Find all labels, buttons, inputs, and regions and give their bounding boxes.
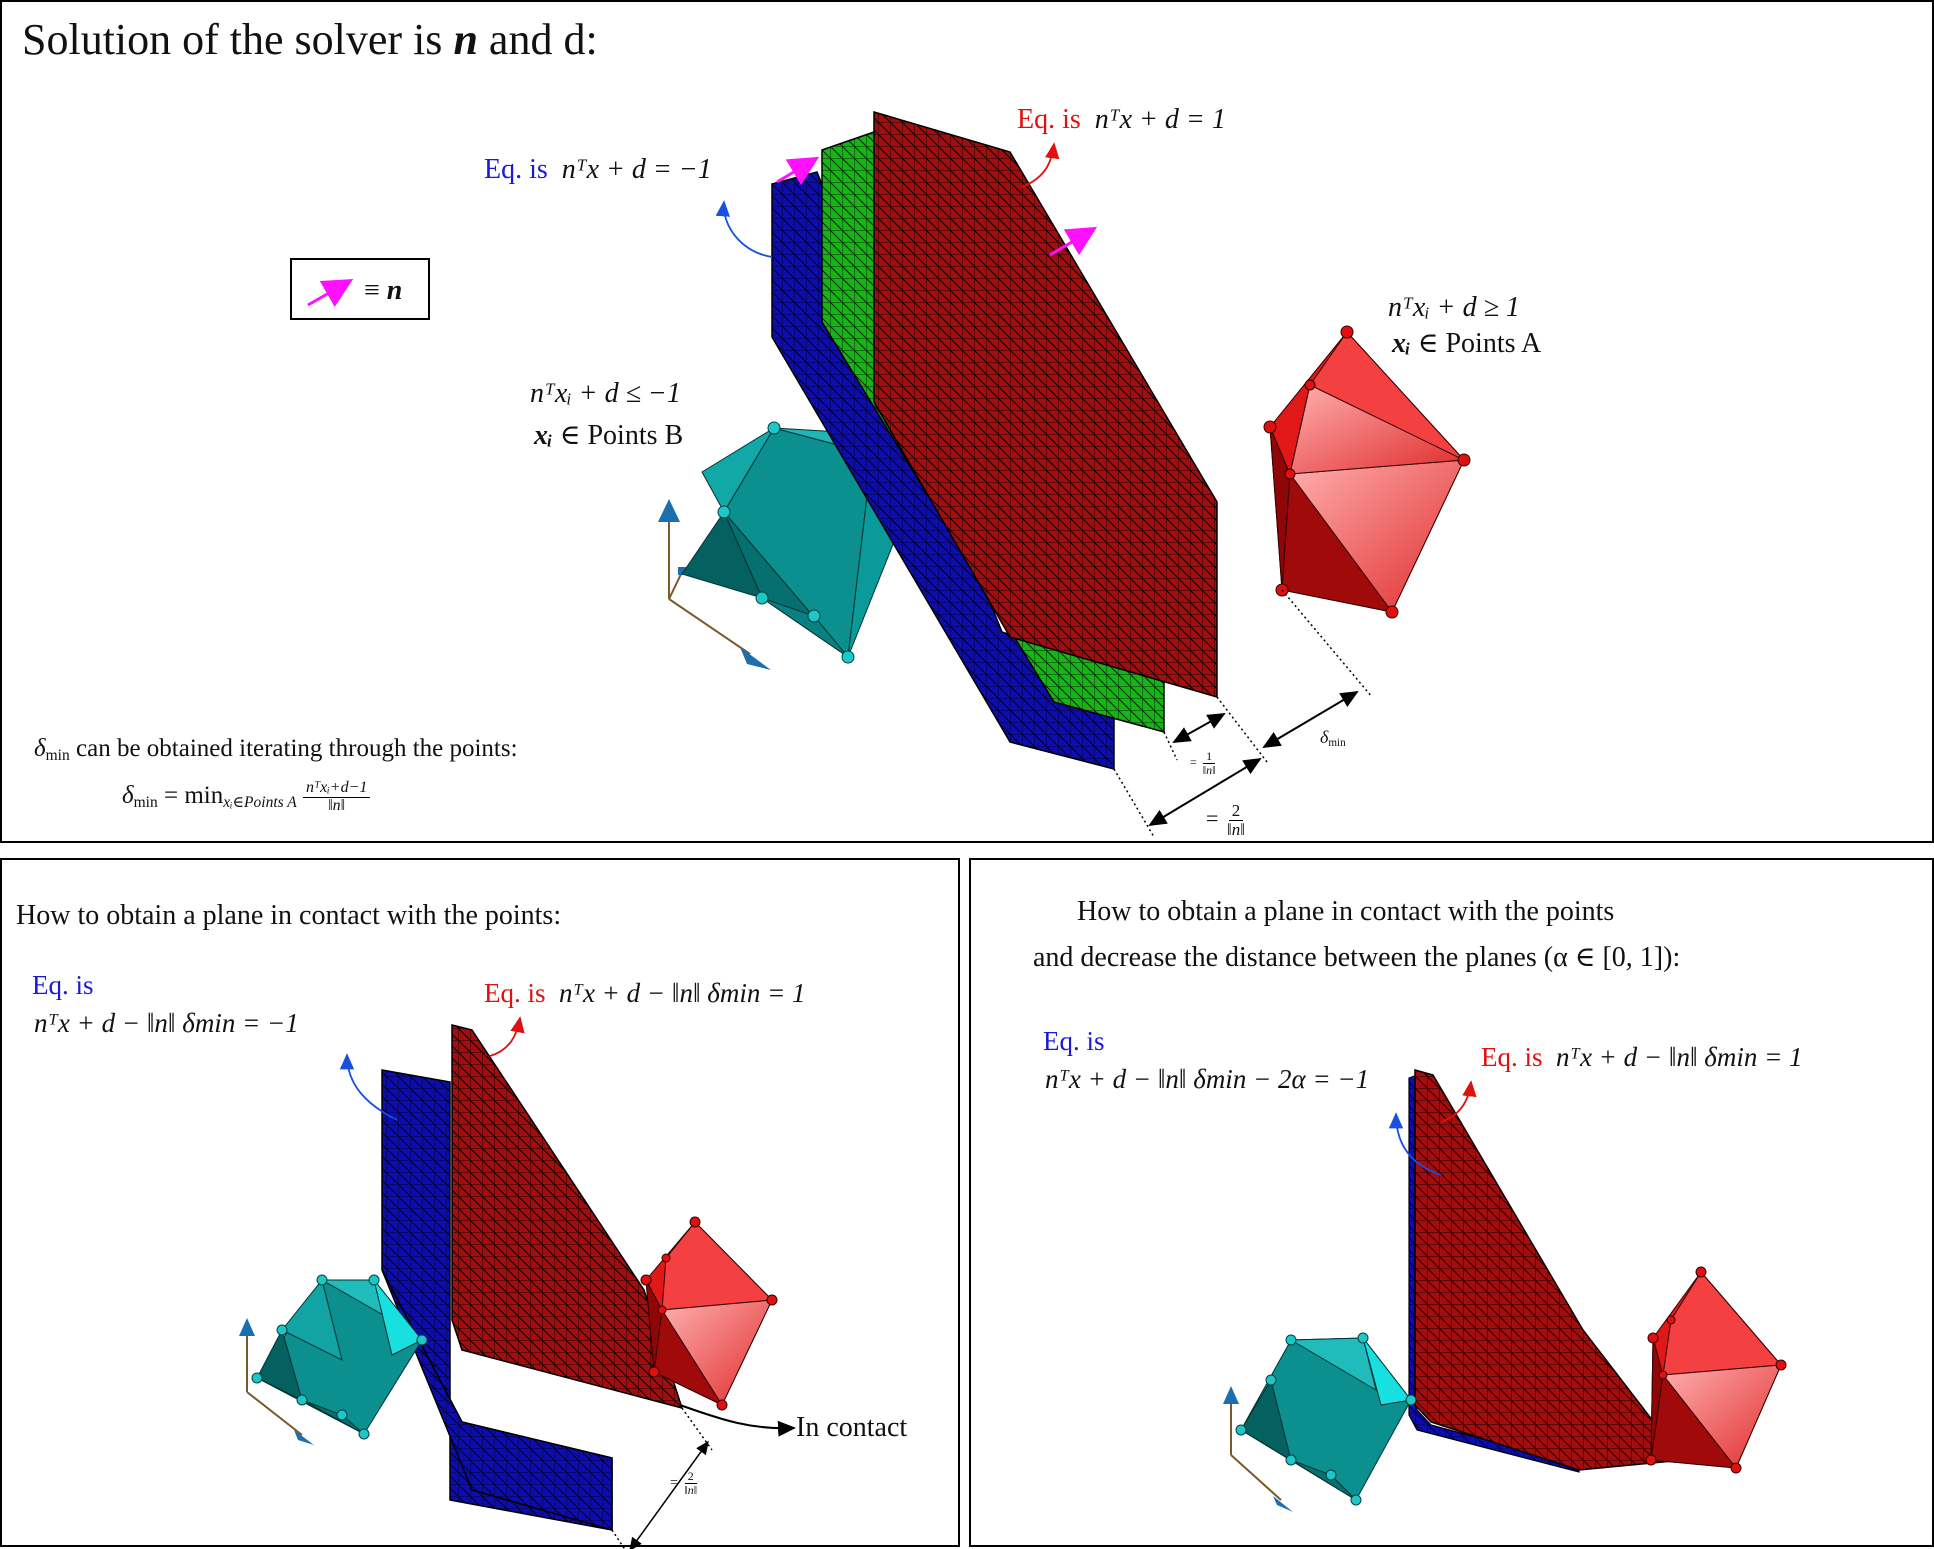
dim-small-den: ‖n‖	[1202, 762, 1216, 777]
top-red-eq: nᵀx + d = 1	[1094, 104, 1226, 135]
title-prefix: Solution of the solver is	[22, 15, 454, 64]
br-red-polyhedron	[1650, 1271, 1783, 1469]
formula-lhs: δ	[122, 782, 134, 810]
top-panel: Solution of the solver is n and d:	[0, 0, 1934, 843]
cond-a-line1: nᵀxᵢ + d ≥ 1	[1388, 292, 1520, 323]
legend-box: ≡ n	[290, 258, 430, 320]
dim-delta-line	[1262, 690, 1359, 749]
bl-red-eq: nᵀx + d − ‖n‖ δmin = 1	[559, 978, 806, 1008]
br-axes-icon	[1223, 1386, 1293, 1512]
cond-b-line2: xᵢ ∈ Points B	[534, 422, 683, 450]
dim-small-num: 1	[1203, 750, 1216, 764]
dim-small-line	[1172, 713, 1226, 743]
bottom-right-panel: How to obtain a plane in contact with th…	[969, 858, 1934, 1547]
top-red-eq-label: Eq. is	[1017, 104, 1081, 135]
normal-arrow-1	[776, 156, 820, 186]
br-blue-eq-label: Eq. is	[1043, 1026, 1105, 1056]
delta-sub: min	[45, 746, 70, 764]
br-blue-eq: nᵀx + d − ‖n‖ δmin − 2α = −1	[1045, 1064, 1370, 1094]
bl-red-plane	[451, 1024, 684, 1410]
top-blue-equation: Eq. is nᵀx + d = −1	[484, 156, 712, 184]
cond-a-line2: xᵢ ∈ Points A	[1392, 330, 1541, 358]
br-red-plane	[1414, 1069, 1685, 1471]
formula-den: ‖n‖	[328, 796, 346, 814]
formula-lhs-sub: min	[133, 793, 158, 811]
bl-red-equation: Eq. is nᵀx + d − ‖n‖ δmin = 1	[484, 980, 806, 1007]
legend-equiv: ≡	[364, 275, 380, 306]
red-polyhedron	[1269, 331, 1466, 613]
normal-arrow-2	[1049, 226, 1098, 257]
dim-big-eq: =	[1206, 805, 1219, 831]
br-red-equation: Eq. is nᵀx + d − ‖n‖ δmin = 1	[1481, 1044, 1803, 1071]
dim-small-label: = 1 ‖n‖	[1190, 750, 1219, 776]
page-title: Solution of the solver is n and d:	[22, 18, 598, 62]
legend-n: n	[386, 275, 403, 306]
red-leader-arrow	[1021, 142, 1060, 188]
delta-rest: can be obtained iterating through the po…	[69, 735, 518, 762]
bl-cyan-polyhedron	[256, 1278, 423, 1435]
cond-b-x: xᵢ	[534, 420, 553, 451]
top-red-equation: Eq. is nᵀx + d = 1	[1017, 106, 1226, 134]
axes-icon	[658, 499, 771, 670]
br-blue-leader-arrow	[1388, 1112, 1442, 1176]
formula-num: nᵀxᵢ+d−1	[302, 779, 371, 798]
bl-red-eq-label: Eq. is	[484, 978, 546, 1008]
top-blue-eq-label: Eq. is	[484, 154, 548, 185]
delta-symbol: δ	[34, 735, 46, 762]
bl-dim-den: ‖n‖	[684, 1482, 698, 1497]
br-red-leader-arrow	[1440, 1080, 1477, 1123]
bl-red-polyhedron	[645, 1221, 774, 1407]
dim-big-num: 2	[1228, 802, 1244, 821]
delta-formula: δmin = minxᵢ∈Points A nᵀxᵢ+d−1 ‖n‖	[122, 779, 371, 815]
cond-a-x: xᵢ	[1392, 328, 1411, 359]
cond-a-rest: ∈ Points A	[1410, 328, 1542, 359]
bl-diagram	[239, 1016, 796, 1549]
bottom-left-panel: How to obtain a plane in contact with th…	[0, 858, 960, 1549]
bl-contact-arrow	[679, 1404, 796, 1437]
bl-blue-leader-arrow	[339, 1053, 398, 1121]
bl-axes-icon	[239, 1318, 314, 1445]
br-cyan-polyhedron	[1240, 1337, 1412, 1501]
bl-dim-num: 2	[684, 1470, 697, 1484]
dim-big-label: = 2 ‖n‖	[1206, 802, 1248, 839]
bl-heading: How to obtain a plane in contact with th…	[16, 900, 562, 931]
bl-blue-eq: nᵀx + d − ‖n‖ δmin = −1	[34, 1008, 299, 1038]
br-red-eq: nᵀx + d − ‖n‖ δmin = 1	[1556, 1042, 1803, 1072]
title-suffix: and d:	[477, 15, 598, 64]
bl-blue-eq-label: Eq. is	[32, 970, 94, 1000]
top-blue-eq: nᵀx + d = −1	[561, 154, 712, 185]
bl-dim-eq: =	[670, 1475, 678, 1491]
dim-delta-label: δmin	[1320, 728, 1346, 749]
red-plane	[873, 110, 1218, 698]
cond-b-rest: ∈ Points B	[552, 420, 684, 451]
bl-dim-label: = 2 ‖n‖	[670, 1470, 700, 1496]
bl-red-leader-arrow	[489, 1016, 525, 1057]
dim-delta-sub: min	[1328, 736, 1346, 749]
delta-description: δmin can be obtained iterating through t…	[34, 736, 518, 763]
bl-dim-line	[629, 1440, 709, 1549]
formula-eq: = min	[157, 782, 224, 810]
br-heading-line1: How to obtain a plane in contact with th…	[1077, 896, 1615, 927]
formula-min-sub: xᵢ∈Points A	[223, 793, 297, 811]
br-heading-line2: and decrease the distance between the pl…	[1033, 942, 1681, 973]
dim-big-line	[1148, 757, 1262, 827]
top-diagram	[658, 110, 1471, 838]
normal-legend-icon	[307, 279, 354, 307]
blue-leader-arrow	[715, 200, 773, 258]
bl-contact-label: In contact	[796, 1412, 908, 1443]
br-diagram	[1223, 1069, 1787, 1512]
title-n: n	[453, 15, 478, 64]
dim-delta: δ	[1320, 727, 1329, 747]
br-red-eq-label: Eq. is	[1481, 1042, 1543, 1072]
cond-b-line1: nᵀxᵢ + d ≤ −1	[530, 378, 681, 409]
dim-big-den: ‖n‖	[1226, 819, 1245, 839]
red-vertices	[1263, 325, 1471, 619]
